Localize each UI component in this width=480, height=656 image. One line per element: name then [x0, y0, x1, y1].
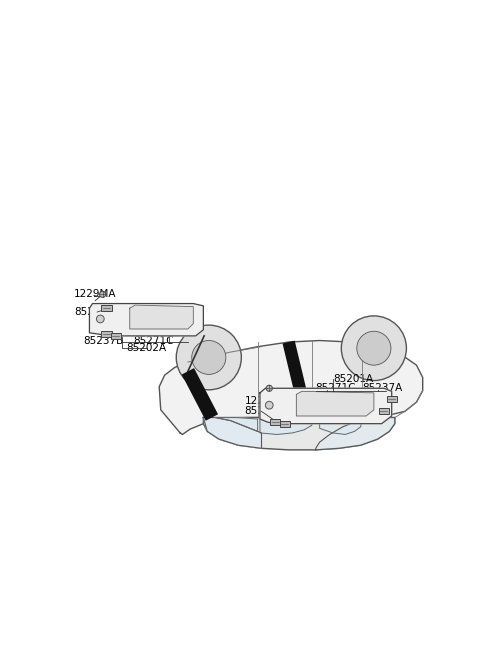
Polygon shape — [320, 417, 362, 434]
Polygon shape — [296, 392, 374, 416]
Bar — [270, 419, 280, 425]
Text: 85271C: 85271C — [316, 383, 356, 393]
Polygon shape — [204, 417, 395, 450]
Bar — [101, 331, 111, 337]
Text: 1229MA: 1229MA — [74, 289, 117, 299]
Circle shape — [266, 385, 272, 392]
Polygon shape — [215, 417, 258, 432]
Bar — [387, 396, 397, 402]
Text: 85237A: 85237A — [362, 383, 403, 393]
Circle shape — [265, 401, 273, 409]
Bar — [379, 408, 389, 415]
Polygon shape — [204, 417, 262, 448]
Text: 85202A: 85202A — [127, 343, 167, 353]
Polygon shape — [260, 417, 312, 434]
Text: 85271C: 85271C — [133, 335, 174, 346]
Bar — [101, 305, 111, 311]
Text: 85235: 85235 — [74, 307, 107, 317]
Circle shape — [96, 315, 104, 323]
Text: 85237B: 85237B — [83, 335, 123, 346]
Text: 85201A: 85201A — [333, 374, 373, 384]
Polygon shape — [159, 340, 423, 434]
Circle shape — [357, 331, 391, 365]
Text: 1229MA: 1229MA — [244, 396, 287, 405]
Polygon shape — [260, 388, 392, 424]
Polygon shape — [130, 305, 193, 329]
Circle shape — [176, 325, 241, 390]
Text: 85235: 85235 — [244, 406, 277, 417]
Circle shape — [99, 291, 106, 297]
Circle shape — [192, 340, 226, 375]
Circle shape — [341, 316, 407, 380]
Polygon shape — [89, 304, 204, 336]
Bar — [280, 420, 290, 427]
Bar — [111, 333, 121, 339]
Polygon shape — [316, 417, 395, 450]
